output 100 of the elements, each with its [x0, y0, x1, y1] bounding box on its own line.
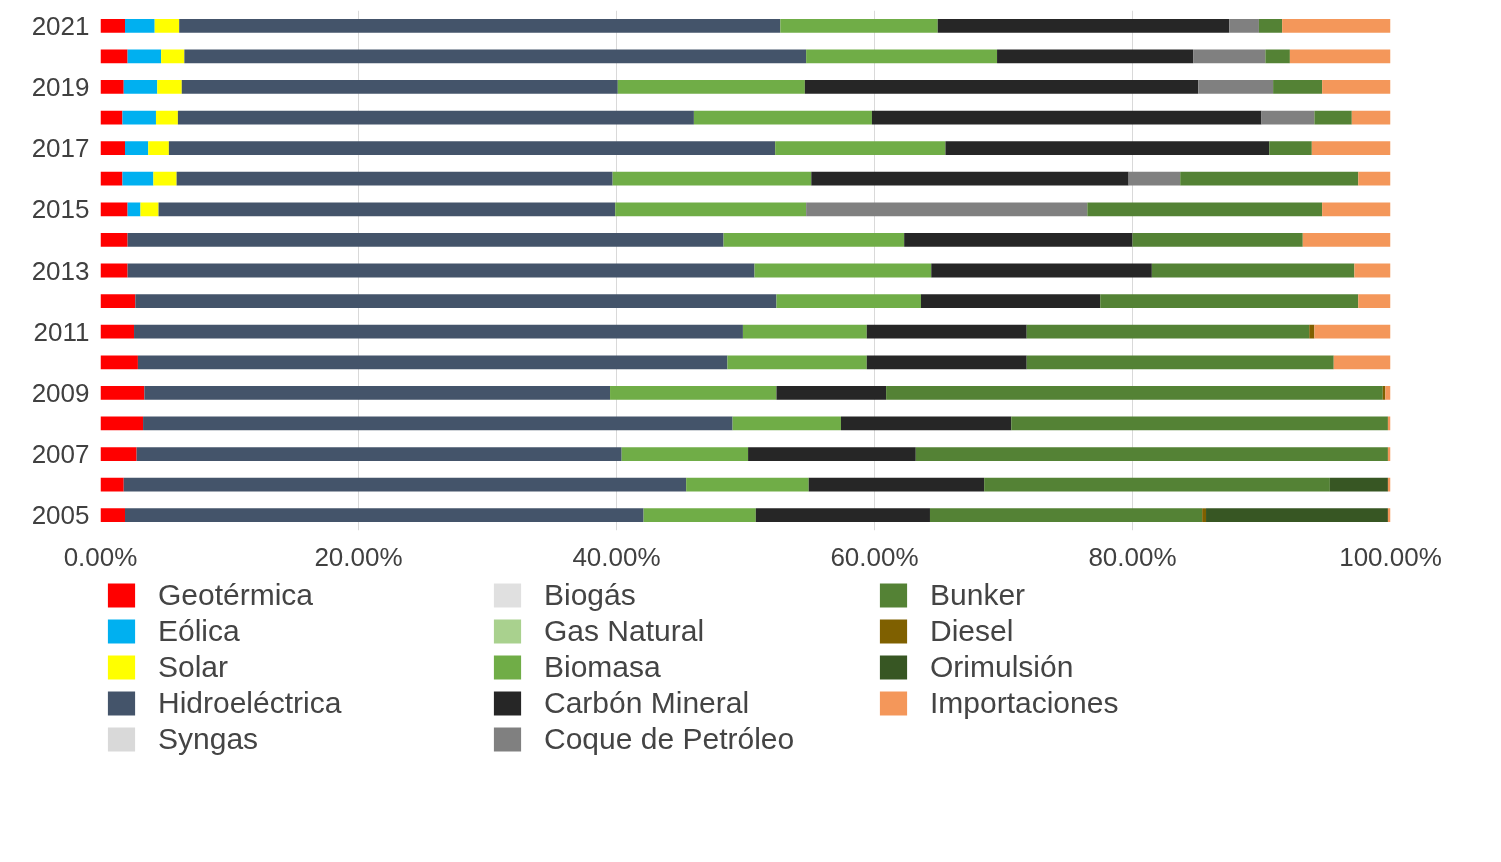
bar	[931, 263, 1152, 278]
legend-label: Carbón Mineral	[544, 686, 751, 720]
bar	[127, 202, 141, 217]
bar	[643, 508, 756, 523]
bar	[1322, 202, 1391, 217]
bar	[1206, 508, 1388, 523]
bar	[808, 477, 985, 492]
bar	[134, 324, 743, 339]
bar	[1354, 263, 1391, 278]
bar	[866, 324, 1027, 339]
bar	[1180, 171, 1359, 186]
bar	[904, 233, 1133, 247]
bar	[866, 355, 1027, 370]
bar	[748, 447, 916, 461]
bar	[127, 49, 162, 64]
bar	[140, 202, 159, 217]
bar	[154, 18, 180, 33]
legend-label: Biogás	[544, 578, 637, 612]
bar	[1198, 80, 1274, 94]
bar	[617, 80, 805, 94]
bar	[161, 49, 185, 64]
bar	[610, 385, 777, 400]
legend-label: Diesel	[930, 614, 1015, 648]
bar	[100, 416, 144, 431]
y-tick-label: 2013	[31, 255, 90, 286]
bar	[1385, 385, 1391, 400]
bar	[732, 416, 841, 431]
x-tick-label: 0.00%	[63, 541, 138, 572]
bar	[1289, 49, 1391, 64]
bar	[1229, 18, 1259, 33]
bar	[100, 141, 126, 156]
bar	[1314, 324, 1391, 339]
bar	[155, 110, 178, 125]
bar	[1329, 477, 1388, 492]
bar	[100, 263, 128, 278]
y-tick-label: 2015	[31, 194, 90, 225]
x-tick-label: 40.00%	[572, 541, 661, 572]
bar	[123, 80, 158, 94]
bar	[1314, 110, 1352, 125]
x-tick-label: 80.00%	[1088, 541, 1177, 572]
bar	[755, 508, 930, 523]
bar	[686, 477, 809, 492]
bar	[776, 294, 921, 308]
bar	[871, 110, 1262, 125]
bar	[780, 18, 938, 33]
bar	[125, 18, 155, 33]
bar	[920, 294, 1101, 308]
bar	[615, 202, 807, 217]
bar	[137, 355, 728, 370]
bar	[1273, 80, 1323, 94]
bar	[179, 18, 781, 33]
bar	[1358, 294, 1391, 308]
y-tick-label: 2019	[31, 71, 90, 102]
bar	[135, 294, 777, 308]
legend-label: Bunker	[930, 578, 1027, 612]
bar	[177, 110, 694, 125]
bar	[153, 171, 177, 186]
bar	[937, 18, 1230, 33]
bar	[945, 141, 1270, 156]
bar	[100, 385, 145, 400]
bar	[886, 385, 1383, 400]
bar	[157, 80, 182, 94]
bar	[1302, 233, 1391, 247]
bar	[100, 110, 123, 125]
bar	[127, 263, 755, 278]
bar	[1351, 110, 1391, 125]
bar	[100, 447, 137, 461]
y-tick-label: 2011	[33, 316, 90, 347]
bar	[148, 141, 169, 156]
bar	[100, 18, 126, 33]
bar	[621, 447, 749, 461]
legend-label: Solar	[158, 650, 230, 684]
bar	[727, 355, 867, 370]
bar	[100, 80, 124, 94]
y-tick-label: 2017	[31, 133, 90, 164]
bar	[125, 508, 644, 523]
bar	[804, 80, 1199, 94]
bar	[100, 355, 138, 370]
y-tick-label: 2021	[31, 10, 90, 41]
legend-label: Geotérmica	[158, 578, 315, 612]
bar	[1261, 110, 1315, 125]
bar	[181, 80, 618, 94]
bar	[754, 263, 932, 278]
bar	[176, 171, 613, 186]
bar	[1258, 18, 1283, 33]
bar	[100, 508, 126, 523]
bar	[1151, 263, 1355, 278]
bar	[184, 49, 807, 64]
bar	[100, 202, 128, 217]
bar	[1333, 355, 1391, 370]
bar	[122, 110, 156, 125]
bar	[915, 447, 1388, 461]
bar	[1011, 416, 1388, 431]
bar	[1309, 324, 1315, 339]
bar	[612, 171, 812, 186]
bar	[1128, 171, 1181, 186]
bar	[1265, 49, 1290, 64]
x-tick-label: 100.00%	[1339, 541, 1442, 572]
bar	[136, 447, 622, 461]
bar	[1322, 80, 1391, 94]
